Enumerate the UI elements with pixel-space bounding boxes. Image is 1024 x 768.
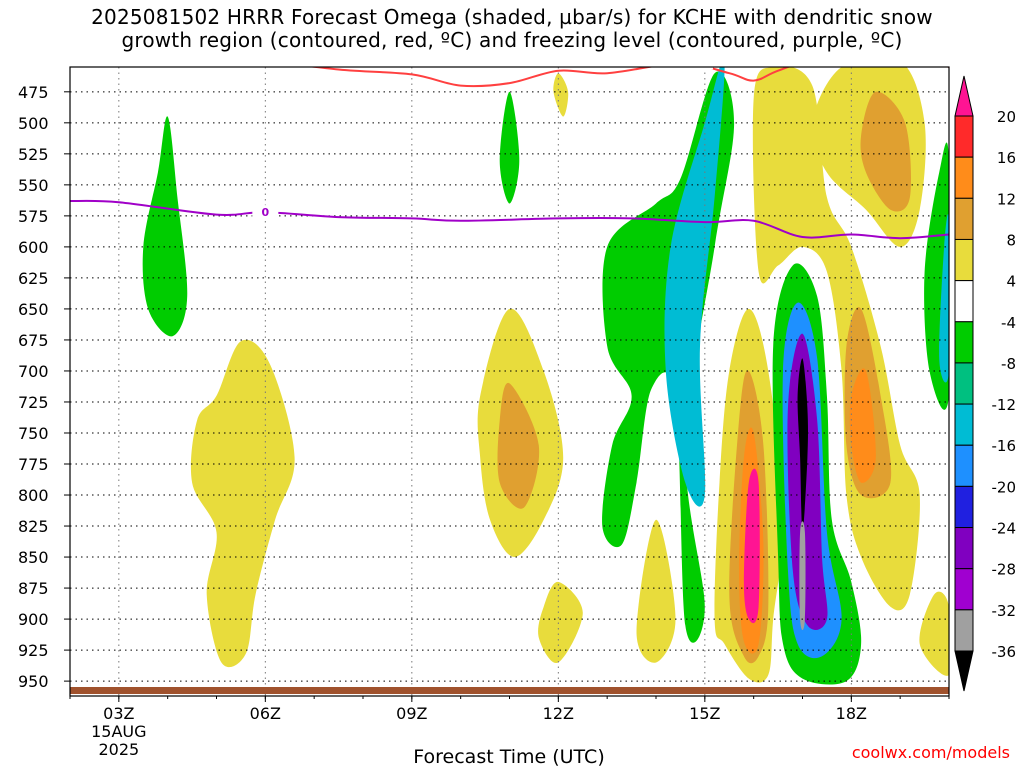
x-tick-label: 18Z xyxy=(836,704,867,723)
colorbar-label: 4 xyxy=(1006,273,1016,291)
y-tick-label: 675 xyxy=(18,331,49,350)
contour-label-background xyxy=(252,205,279,219)
chart-title-line-1: 2025081502 HRRR Forecast Omega (shaded, … xyxy=(91,5,933,29)
colorbar-swatch xyxy=(954,568,974,611)
y-tick-label: 550 xyxy=(18,176,49,195)
x-tick-label: 09Z xyxy=(396,704,427,723)
omega-region-4 xyxy=(553,73,569,117)
colorbar-swatch xyxy=(954,280,974,323)
y-tick-label: 575 xyxy=(18,207,49,226)
omega-region--36 xyxy=(797,358,808,533)
omega-region--32 xyxy=(799,521,806,630)
colorbar-swatch xyxy=(954,527,974,570)
y-tick-label: 500 xyxy=(18,114,49,133)
y-tick-label: 875 xyxy=(18,579,49,598)
colorbar-label: 8 xyxy=(1006,231,1016,249)
chart-title: 2025081502 HRRR Forecast Omega (shaded, … xyxy=(0,6,1024,52)
y-tick-label: 750 xyxy=(18,424,49,443)
y-tick-label: 475 xyxy=(18,83,49,102)
credit-text: coolwx.com/models xyxy=(851,743,1010,762)
y-tick-label: 850 xyxy=(18,548,49,567)
colorbar-label: -12 xyxy=(992,396,1017,414)
y-tick-label: 700 xyxy=(18,362,49,381)
x-date-label: 2025 xyxy=(98,740,139,759)
omega-region-4 xyxy=(538,581,583,664)
contour-label-background xyxy=(311,54,337,67)
x-tick-label: 12Z xyxy=(543,704,574,723)
contour-label-background xyxy=(686,67,713,70)
omega-region-12 xyxy=(849,368,876,483)
y-tick-label: 925 xyxy=(18,641,49,660)
omega-region--8 xyxy=(499,91,520,204)
y-tick-label: 600 xyxy=(18,238,49,257)
omega-region--8 xyxy=(142,116,188,337)
colorbar-swatch xyxy=(954,609,974,652)
y-tick-label: 900 xyxy=(18,610,49,629)
colorbar-swatch xyxy=(954,362,974,405)
y-tick-label: 775 xyxy=(18,455,49,474)
colorbar-label: 16 xyxy=(997,149,1016,167)
y-tick-label: 725 xyxy=(18,393,49,412)
colorbar-swatch xyxy=(954,485,974,529)
x-date-label: 15AUG xyxy=(91,722,146,741)
colorbar-label: -28 xyxy=(992,561,1017,579)
colorbar-label: -32 xyxy=(992,602,1017,620)
colorbar-label: -36 xyxy=(992,643,1017,661)
colorbar-label: -20 xyxy=(992,478,1017,496)
contour-label: -12 xyxy=(314,55,334,68)
y-tick-label: 825 xyxy=(18,517,49,536)
colorbar-label: -8 xyxy=(1001,355,1016,373)
colorbar-label: 12 xyxy=(997,190,1016,208)
contour-line-0 xyxy=(70,199,949,240)
colorbar-swatch xyxy=(954,444,974,487)
colorbar-swatch xyxy=(954,156,974,199)
omega-region-20 xyxy=(743,468,760,624)
omega-region--12 xyxy=(664,67,725,507)
colorbar-lower-arrow xyxy=(954,650,974,692)
contour-line--12 xyxy=(308,67,949,88)
y-tick-label: 800 xyxy=(18,486,49,505)
chart-title-line-2: growth region (contoured, red, ºC) and f… xyxy=(121,28,903,52)
y-tick-label: 650 xyxy=(18,300,49,319)
y-tick-label: 950 xyxy=(18,672,49,691)
y-tick-label: 525 xyxy=(18,145,49,164)
colorbar-swatch xyxy=(954,115,974,158)
x-tick-label: 15Z xyxy=(689,704,720,723)
colorbar-swatch xyxy=(954,238,974,282)
colorbar-label: 20 xyxy=(997,108,1016,126)
x-tick-label: 06Z xyxy=(250,704,281,723)
y-tick-label: 625 xyxy=(18,269,49,288)
omega-region--12 xyxy=(939,214,949,383)
omega-region--28 xyxy=(787,333,828,630)
colorbar-swatch xyxy=(954,403,974,446)
omega-region-4 xyxy=(919,591,949,676)
x-axis-title: Forecast Time (UTC) xyxy=(413,746,605,768)
colorbar-upper-arrow xyxy=(954,75,974,117)
colorbar-label: -4 xyxy=(1001,314,1016,332)
omega-region-4 xyxy=(190,339,295,668)
colorbar-label: -24 xyxy=(992,520,1017,538)
contour-label: 0 xyxy=(262,206,270,219)
omega-region-4 xyxy=(636,519,676,663)
omega-region-8 xyxy=(860,91,912,212)
terrain-ground-bar xyxy=(70,687,949,694)
x-tick-label: 03Z xyxy=(103,704,134,723)
colorbar-swatch xyxy=(954,197,974,240)
colorbar-swatch xyxy=(954,321,974,364)
omega-region-8 xyxy=(497,382,540,509)
contour-label: -12 xyxy=(690,57,710,70)
colorbar-label: -16 xyxy=(992,437,1017,455)
